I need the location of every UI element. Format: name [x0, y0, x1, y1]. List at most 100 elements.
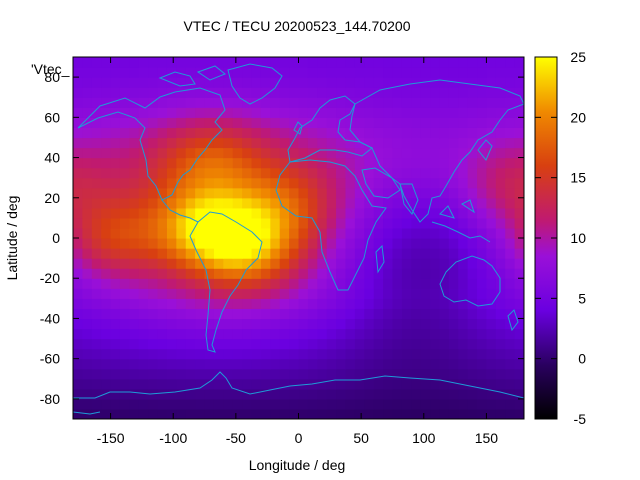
heatmap-cell: [336, 268, 347, 279]
heatmap-cell: [110, 197, 121, 209]
heatmap-cell: [204, 338, 215, 350]
heatmap-cell: [486, 107, 497, 118]
heatmap-cell: [138, 308, 149, 320]
coastline-central-america: [161, 199, 199, 223]
heatmap-cell: [505, 117, 516, 128]
heatmap-cell: [129, 268, 140, 279]
heatmap-cell: [73, 278, 83, 289]
heatmap-cell: [383, 197, 394, 209]
heatmap-cell: [232, 67, 243, 78]
heatmap-cell: [420, 268, 431, 279]
heatmap-cell: [73, 207, 83, 219]
heatmap-cell: [270, 348, 281, 360]
heatmap-cell: [119, 268, 130, 279]
heatmap-cell: [420, 318, 431, 330]
heatmap-cell: [392, 147, 403, 159]
heatmap-cell: [138, 77, 149, 88]
heatmap-cell: [514, 308, 524, 320]
heatmap-cell: [467, 358, 478, 370]
heatmap-cell: [157, 97, 168, 108]
heatmap-cell: [129, 408, 140, 419]
x-tick-label: -100: [159, 430, 187, 446]
heatmap-cell: [401, 378, 412, 390]
heatmap-cell: [486, 308, 497, 320]
heatmap-cell: [232, 187, 243, 199]
heatmap-cell: [495, 338, 506, 350]
heatmap-cell: [270, 207, 281, 219]
heatmap-cell: [176, 77, 187, 88]
heatmap-cell: [383, 368, 394, 380]
heatmap-cell: [251, 268, 262, 279]
heatmap-cell: [439, 318, 450, 330]
heatmap-cell: [439, 67, 450, 78]
heatmap-cell: [364, 87, 375, 98]
heatmap-cell: [401, 408, 412, 419]
heatmap-cell: [204, 227, 215, 239]
heatmap-cell: [467, 338, 478, 350]
heatmap-cell: [420, 217, 431, 229]
heatmap-cell: [195, 368, 206, 380]
heatmap-cell: [91, 258, 102, 269]
heatmap-cell: [326, 137, 337, 149]
heatmap-cell: [185, 77, 196, 88]
heatmap-cell: [232, 348, 243, 360]
heatmap-cell: [251, 127, 262, 139]
heatmap-cell: [458, 348, 469, 360]
heatmap-cell: [110, 328, 121, 340]
heatmap-cell: [166, 117, 177, 128]
heatmap-cell: [336, 388, 347, 400]
heatmap-cell: [505, 207, 516, 219]
heatmap-cell: [298, 238, 309, 249]
heatmap-cell: [91, 167, 102, 179]
heatmap-cell: [279, 368, 290, 380]
heatmap-cell: [373, 227, 384, 239]
heatmap-cell: [392, 77, 403, 88]
heatmap-cell: [439, 177, 450, 189]
heatmap-cell: [514, 67, 524, 78]
heatmap-cell: [345, 318, 356, 330]
heatmap-cell: [82, 338, 93, 350]
heatmap-cell: [129, 147, 140, 159]
heatmap-cell: [166, 217, 177, 229]
heatmap-cell: [411, 238, 422, 249]
heatmap-cell: [401, 177, 412, 189]
heatmap-cell: [336, 67, 347, 78]
coastline-southeast-asia: [431, 199, 491, 243]
heatmap-cell: [467, 368, 478, 380]
heatmap-cell: [354, 117, 365, 128]
heatmap-cell: [383, 378, 394, 390]
heatmap-cell: [458, 378, 469, 390]
heatmap-cell: [298, 248, 309, 259]
heatmap-cell: [411, 248, 422, 259]
heatmap-cell: [251, 408, 262, 419]
heatmap-cell: [401, 217, 412, 229]
heatmap-cell: [307, 107, 318, 118]
heatmap-cell: [101, 338, 112, 350]
heatmap-cell: [223, 57, 234, 68]
heatmap-cell: [486, 147, 497, 159]
heatmap-cell: [73, 358, 83, 370]
heatmap-cell: [242, 107, 253, 118]
heatmap-cell: [373, 137, 384, 149]
heatmap-cell: [195, 378, 206, 390]
heatmap-cell: [514, 207, 524, 219]
heatmap-cell: [204, 147, 215, 159]
heatmap-cell: [495, 77, 506, 88]
heatmap-cell: [232, 177, 243, 189]
heatmap-cell: [232, 157, 243, 169]
heatmap-cell: [213, 77, 224, 88]
heatmap-cell: [176, 368, 187, 380]
heatmap-cell: [307, 77, 318, 88]
heatmap-cell: [148, 227, 159, 239]
heatmap-cell: [204, 328, 215, 340]
heatmap-cell: [119, 117, 130, 128]
heatmap-cell: [430, 77, 441, 88]
heatmap-cell: [119, 217, 130, 229]
heatmap-cell: [458, 97, 469, 108]
heatmap-cell: [101, 408, 112, 419]
heatmap-cell: [148, 157, 159, 169]
heatmap-cell: [477, 107, 488, 118]
heatmap-cell: [270, 117, 281, 128]
heatmap-cell: [495, 278, 506, 289]
coastline-europe: [287, 95, 373, 163]
